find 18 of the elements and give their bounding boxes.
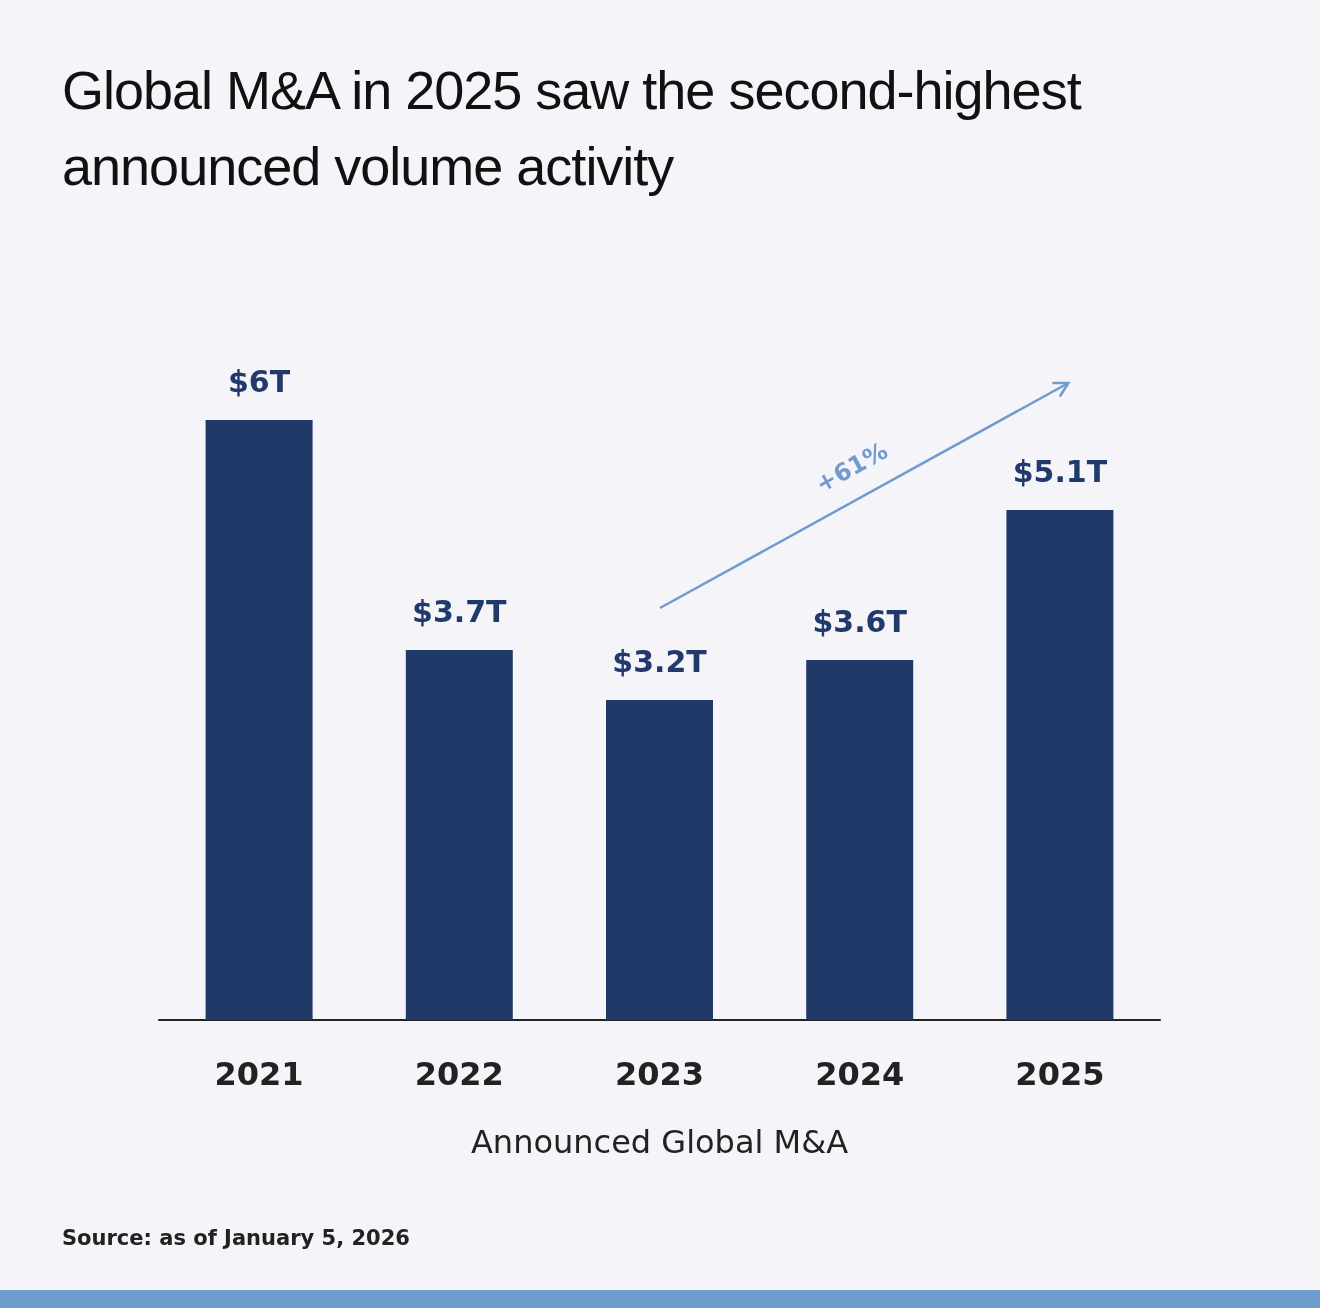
x-tick-label: 2023	[614, 1055, 705, 1093]
bar	[606, 700, 713, 1020]
x-tick-label: 2021	[214, 1055, 304, 1093]
chart-title: Global M&A in 2025 saw the second-highest announced volume activity	[62, 59, 1083, 198]
x-tick-label: 2025	[1015, 1055, 1105, 1093]
bar	[806, 660, 914, 1020]
bar	[405, 650, 513, 1020]
bar	[1006, 510, 1114, 1020]
data-label: $6T	[227, 363, 291, 399]
x-tick-label: 2024	[815, 1055, 905, 1093]
bar	[205, 420, 313, 1020]
x-axis-title: Announced Global M&A	[470, 1123, 849, 1161]
data-label: $5.1T	[1012, 453, 1108, 489]
x-tick-label: 2022	[414, 1055, 504, 1093]
data-label: $3.2T	[612, 643, 708, 679]
data-label: $3.7T	[412, 593, 508, 629]
data-label: $3.6T	[812, 603, 908, 639]
source-note: Source: as of January 5, 2026	[62, 1226, 410, 1250]
